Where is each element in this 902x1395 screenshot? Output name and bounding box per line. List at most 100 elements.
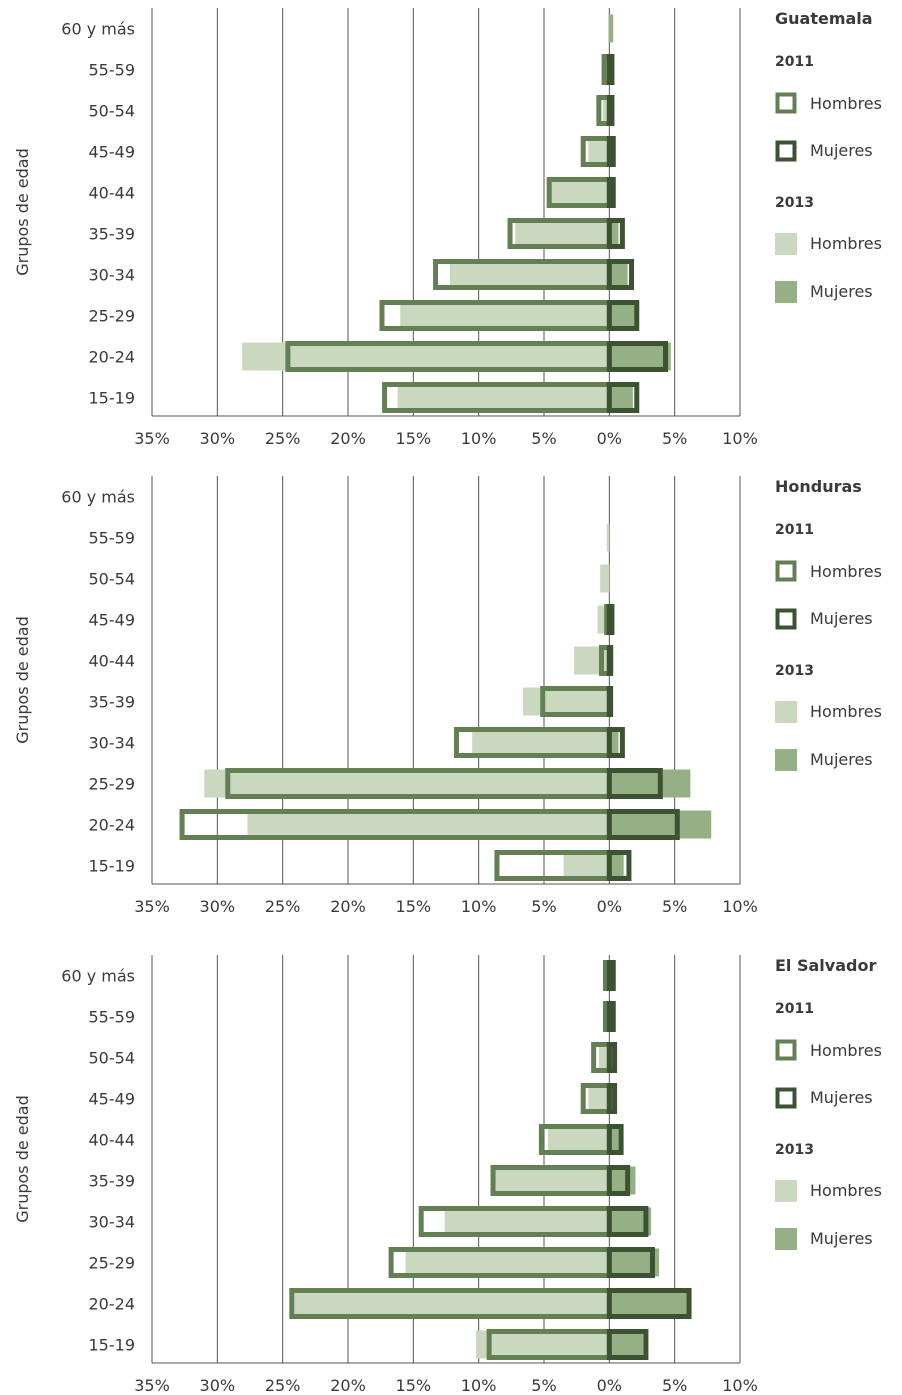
legend-year-2013: 2013 <box>775 663 814 679</box>
bar-hombres-2013 <box>598 1043 610 1072</box>
bar-hombres-2013 <box>515 219 610 248</box>
age-group-label: 20-24 <box>89 816 136 835</box>
bar-mujeres-2013 <box>609 1289 688 1318</box>
x-tick-label: 5% <box>662 1376 687 1395</box>
age-group-label: 15-19 <box>89 389 136 408</box>
bar-mujeres-2011 <box>606 604 615 635</box>
bar-mujeres-2013 <box>609 219 619 248</box>
bar-hombres-2013 <box>294 1289 610 1318</box>
x-tick-label: 10% <box>722 897 758 916</box>
bar-mujeres-2013 <box>609 260 628 289</box>
x-tick-label: 15% <box>396 429 432 448</box>
age-group-label: 55-59 <box>89 61 136 80</box>
legend-swatch-mujeres-2013 <box>775 1228 797 1250</box>
bar-mujeres-2011 <box>606 54 615 85</box>
bar-mujeres-2011 <box>606 960 616 991</box>
age-group-label: 40-44 <box>89 652 136 671</box>
bar-hombres-2013 <box>397 383 610 412</box>
legend-label-hombres-2011: Hombres <box>810 562 882 581</box>
bar-hombres-2013 <box>242 342 610 371</box>
age-group-label: 55-59 <box>89 1008 136 1027</box>
legend-label-hombres-2011: Hombres <box>810 1041 882 1060</box>
bar-hombres-2013 <box>546 178 610 207</box>
x-tick-label: 20% <box>330 429 366 448</box>
bar-mujeres-2011 <box>606 1083 618 1114</box>
legend-year-2011: 2011 <box>775 522 814 538</box>
bar-hombres-2013 <box>608 14 610 43</box>
age-group-label: 15-19 <box>89 857 136 876</box>
legend-swatch-hombres-2011 <box>775 560 797 582</box>
age-group-label: 45-49 <box>89 611 136 630</box>
bar-mujeres-2011 <box>606 259 635 290</box>
bar-mujeres-2011 <box>606 218 625 249</box>
bar-hombres-2013 <box>449 260 610 289</box>
bar-mujeres-2011 <box>606 686 614 717</box>
bar-mujeres-2011 <box>606 177 616 208</box>
legend-label-mujeres-2013: Mujeres <box>810 282 873 301</box>
legend-country-title: Guatemala <box>775 9 873 28</box>
bar-mujeres-2011 <box>606 1329 649 1360</box>
age-group-label: 40-44 <box>89 184 136 203</box>
bar-mujeres-2013 <box>609 769 691 798</box>
bar-mujeres-2011 <box>606 1042 618 1073</box>
x-tick-label: 0% <box>597 429 622 448</box>
legend-label-mujeres-2013: Mujeres <box>810 1229 873 1248</box>
bar-mujeres-2013 <box>609 14 614 43</box>
bar-mujeres-2011 <box>606 1001 616 1032</box>
age-group-label: 45-49 <box>89 143 136 162</box>
bar-mujeres-2011 <box>606 1206 649 1237</box>
legend-label-mujeres-2011: Mujeres <box>810 1088 873 1107</box>
age-group-label: 60 y más <box>61 20 135 39</box>
bar-mujeres-2011 <box>606 382 640 413</box>
legend-year-2013: 2013 <box>775 1142 814 1158</box>
age-group-label: 50-54 <box>89 1049 136 1068</box>
legend-country-title: Honduras <box>775 477 862 496</box>
legend-label-mujeres-2013: Mujeres <box>810 750 873 769</box>
bar-hombres-2013 <box>602 96 610 125</box>
bar-hombres-2013 <box>606 523 610 552</box>
legend-swatch-mujeres-2011 <box>775 608 797 630</box>
x-tick-label: 25% <box>265 1376 301 1395</box>
pyramid-chart-1: 35% 30% 25% 20% 15% 10% 5% 0% 5% 10% 60 y más 55-59… <box>13 476 882 916</box>
legend-swatch-mujeres-2013 <box>775 281 797 303</box>
legend-label-mujeres-2011: Mujeres <box>810 141 873 160</box>
bar-mujeres-2013 <box>609 383 633 412</box>
x-tick-label: 10% <box>461 1376 497 1395</box>
bar-hombres-2013 <box>563 851 610 880</box>
bar-hombres-2013 <box>597 605 610 634</box>
legend-swatch-hombres-2011 <box>775 92 797 114</box>
y-axis-title: Grupos de edad <box>13 1095 32 1223</box>
bar-mujeres-2011 <box>606 1247 655 1278</box>
x-tick-label: 30% <box>200 1376 236 1395</box>
bar-mujeres-2011 <box>606 645 614 676</box>
age-group-label: 60 y más <box>61 967 135 986</box>
bar-mujeres-2011 <box>606 341 669 372</box>
legend-year-2011: 2011 <box>775 54 814 70</box>
legend-label-mujeres-2011: Mujeres <box>810 609 873 628</box>
x-tick-label: 10% <box>461 897 497 916</box>
age-group-label: 30-34 <box>89 266 136 285</box>
legend-swatch-mujeres-2013 <box>775 749 797 771</box>
age-group-label: 25-29 <box>89 1254 136 1273</box>
bar-mujeres-2011 <box>606 727 625 758</box>
legend-swatch-mujeres-2011 <box>775 1087 797 1109</box>
x-tick-label: 20% <box>330 1376 366 1395</box>
legend-year-2013: 2013 <box>775 195 814 211</box>
age-group-label: 40-44 <box>89 1131 136 1150</box>
x-tick-label: 35% <box>134 1376 170 1395</box>
x-tick-label: 5% <box>662 897 687 916</box>
bar-mujeres-2011 <box>606 136 616 167</box>
y-axis-title: Grupos de edad <box>13 616 32 744</box>
bar-mujeres-2011 <box>606 809 680 840</box>
legend-swatch-hombres-2013 <box>775 701 797 723</box>
age-group-label: 35-39 <box>89 225 136 244</box>
age-group-label: 25-29 <box>89 775 136 794</box>
bar-hombres-2013 <box>405 1248 610 1277</box>
y-axis-title: Grupos de edad <box>13 148 32 276</box>
bar-mujeres-2013 <box>609 1166 636 1195</box>
x-tick-label: 30% <box>200 429 236 448</box>
bar-hombres-2013 <box>588 137 610 166</box>
bar-mujeres-2011 <box>606 1124 624 1155</box>
bar-hombres-2013 <box>444 1207 610 1236</box>
x-tick-label: 30% <box>200 897 236 916</box>
